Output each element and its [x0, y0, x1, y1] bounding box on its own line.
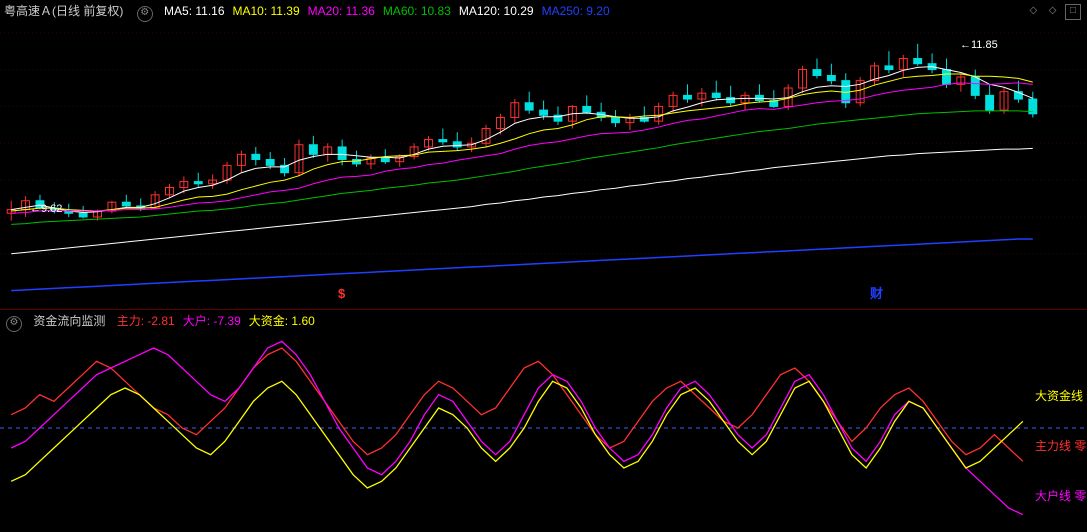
- panel-controls: ◇ ◇ □: [1024, 2, 1081, 20]
- price-chart-panel[interactable]: 粤高速Ａ(日线 前复权) ⚙ MA5: 11.16 MA10: 11.39 MA20…: [0, 0, 1087, 310]
- ma-legend-item: MA20: 11.36: [308, 4, 375, 18]
- svg-text:$: $: [338, 286, 346, 301]
- candlestick-chart[interactable]: ←9.62 ←11.85 $ 财: [0, 0, 1087, 310]
- maximize-icon[interactable]: □: [1065, 4, 1081, 20]
- svg-text:财: 财: [870, 286, 883, 301]
- indicator-legend-item: 主力: -2.81: [117, 314, 175, 328]
- svg-text:大户线 零: 大户线 零: [1035, 488, 1086, 503]
- ma-legend-item: MA120: 10.29: [459, 4, 534, 18]
- indicator-legend-item: 大资金: 1.60: [249, 314, 315, 328]
- svg-text:主力线 零: 主力线 零: [1035, 439, 1086, 453]
- svg-text:←11.85: ←11.85: [960, 39, 998, 51]
- fund-flow-panel[interactable]: ⚙ 资金流向监测 主力: -2.81 大户: -7.39 大资金: 1.60 大资金…: [0, 310, 1087, 532]
- chevron-left-icon[interactable]: ◇: [1026, 5, 1040, 19]
- gear-icon[interactable]: ⚙: [6, 316, 22, 332]
- svg-text:大资金线: 大资金线: [1035, 388, 1083, 403]
- fund-flow-chart[interactable]: 大资金线主力线 零大户线 零: [0, 310, 1087, 532]
- indicator-title: 资金流向监测: [33, 314, 105, 328]
- indicator-legend-item: 大户: -7.39: [183, 314, 241, 328]
- top-header: 粤高速Ａ(日线 前复权) ⚙ MA5: 11.16 MA10: 11.39 MA20…: [4, 2, 626, 22]
- ma-legend-item: MA250: 9.20: [542, 4, 610, 18]
- ma-legend-item: MA60: 10.83: [383, 4, 451, 18]
- bottom-header: ⚙ 资金流向监测 主力: -2.81 大户: -7.39 大资金: 1.60: [4, 312, 331, 332]
- svg-text:←9.62: ←9.62: [30, 203, 62, 215]
- ma-legend-item: MA10: 11.39: [233, 4, 300, 18]
- ma-legend-item: MA5: 11.16: [164, 4, 224, 18]
- chevron-right-icon[interactable]: ◇: [1046, 5, 1060, 19]
- stock-title: 粤高速Ａ(日线 前复权): [4, 4, 123, 18]
- gear-icon[interactable]: ⚙: [137, 6, 153, 22]
